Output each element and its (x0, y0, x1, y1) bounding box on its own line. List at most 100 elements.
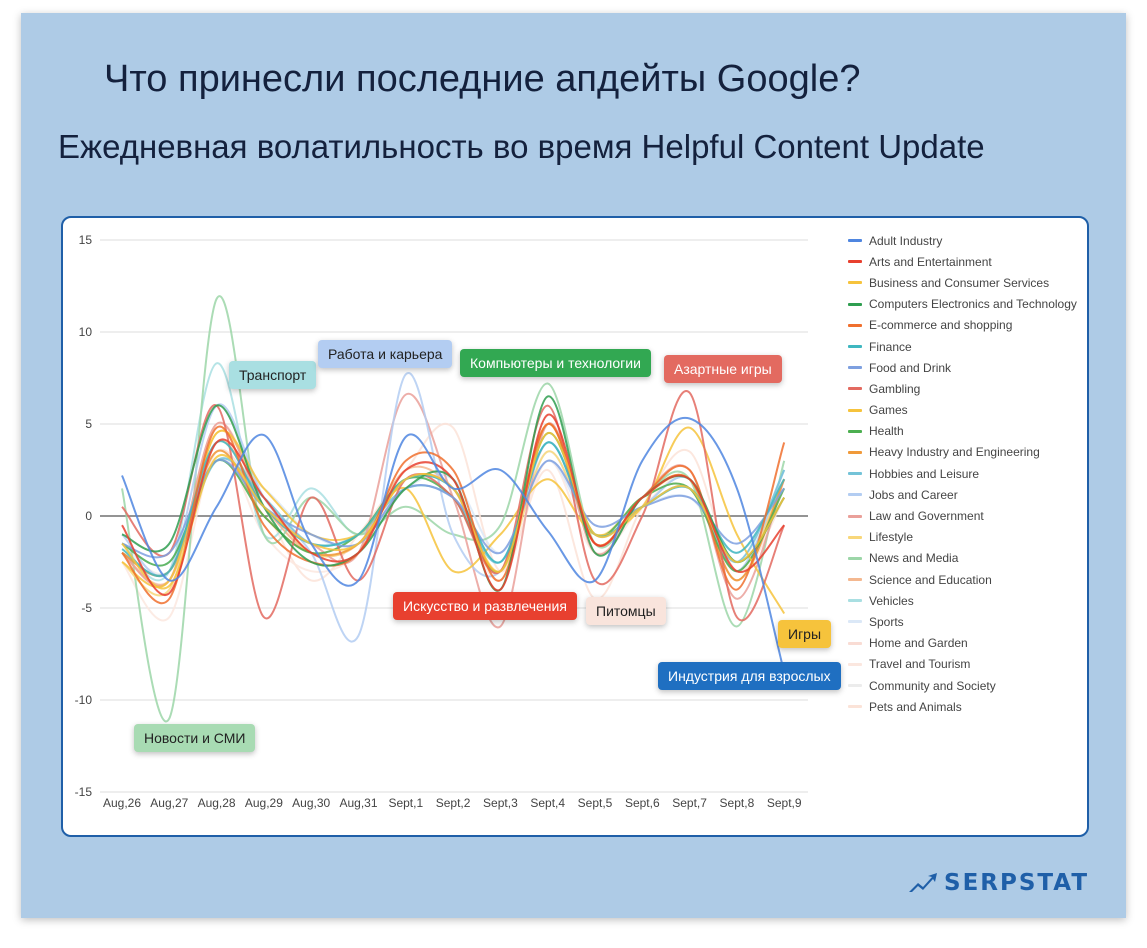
series-line-food-and-drink (121, 458, 785, 559)
callout-games: Игры (778, 620, 832, 648)
legend-item-finance[interactable]: Finance (848, 336, 1077, 357)
chart-legend: Adult Industry Arts and Entertainment Busi… (848, 230, 1077, 717)
callout-pets: Питомцы (586, 597, 666, 625)
legend-label: Travel and Tourism (869, 657, 971, 672)
legend-swatch (848, 450, 862, 454)
x-tick-label: Sept,8 (720, 796, 755, 810)
serpstat-logo-icon (909, 873, 937, 892)
series-line-news-and-media (121, 295, 786, 723)
legend-label: Jobs and Career (869, 487, 958, 502)
legend-swatch (848, 387, 862, 391)
legend-item-jobs-and-career[interactable]: Jobs and Career (848, 484, 1077, 505)
y-tick-label: 15 (79, 233, 93, 247)
legend-item-pets-and-animals[interactable]: Pets and Animals (848, 696, 1077, 717)
legend-item-vehicles[interactable]: Vehicles (848, 590, 1077, 611)
legend-item-home-and-garden[interactable]: Home and Garden (848, 633, 1077, 654)
legend-label: Home and Garden (869, 636, 968, 651)
legend-label: Science and Education (869, 572, 992, 587)
legend-swatch (848, 514, 862, 518)
legend-label: Law and Government (869, 509, 984, 524)
x-tick-label: Sept,4 (530, 796, 565, 810)
legend-item-news-and-media[interactable]: News and Media (848, 548, 1077, 569)
page-title: Что принесли последние апдейты Google? (104, 58, 861, 100)
series-line-arts-and-entertainment (121, 413, 785, 597)
legend-label: Sports (869, 614, 904, 629)
x-tick-label: Aug,28 (198, 796, 236, 810)
legend-item-games[interactable]: Games (848, 400, 1077, 421)
x-tick-label: Aug,31 (339, 796, 377, 810)
legend-label: Business and Consumer Services (869, 275, 1050, 290)
legend-swatch (848, 429, 862, 433)
series-line-computers-electronics-and-technology (121, 395, 786, 592)
series-line-adult-industry (121, 416, 786, 673)
legend-swatch (848, 260, 862, 264)
x-tick-label: Aug,26 (103, 796, 141, 810)
legend-swatch (848, 408, 862, 412)
legend-item-lifestyle[interactable]: Lifestyle (848, 527, 1077, 548)
legend-swatch (848, 705, 862, 709)
legend-item-hobbies-and-leisure[interactable]: Hobbies and Leisure (848, 463, 1077, 484)
series-line-gambling (121, 389, 786, 622)
legend-swatch (848, 641, 862, 645)
legend-item-business-and-consumer-services[interactable]: Business and Consumer Services (848, 272, 1077, 293)
y-tick-label: -10 (75, 693, 93, 707)
legend-swatch (848, 345, 862, 349)
legend-label: Heavy Industry and Engineering (869, 445, 1040, 460)
legend-swatch (848, 556, 862, 560)
legend-swatch (848, 472, 862, 476)
series-line-health (121, 432, 786, 574)
callout-news: Новости и СМИ (134, 724, 256, 752)
legend-label: Computers Electronics and Technology (869, 297, 1077, 312)
legend-item-sports[interactable]: Sports (848, 611, 1077, 632)
series-line-science-and-education (121, 423, 786, 587)
legend-label: Lifestyle (869, 530, 914, 545)
legend-label: Adult Industry (869, 233, 943, 248)
series-line-heavy-industry-and-engineering (121, 423, 786, 582)
x-tick-label: Sept,1 (388, 796, 423, 810)
callout-jobs: Работа и карьера (318, 340, 453, 368)
series-line-vehicles (121, 362, 786, 582)
legend-swatch (848, 535, 862, 539)
legend-label: News and Media (869, 551, 959, 566)
y-tick-label: 0 (85, 509, 92, 523)
y-tick-label: -5 (81, 601, 92, 615)
series-line-games (121, 426, 786, 615)
legend-item-travel-and-tourism[interactable]: Travel and Tourism (848, 654, 1077, 675)
legend-label: Vehicles (869, 593, 914, 608)
legend-swatch (848, 662, 862, 666)
legend-item-health[interactable]: Health (848, 421, 1077, 442)
legend-item-computers-electronics-and-technology[interactable]: Computers Electronics and Technology (848, 294, 1077, 315)
series-line-jobs-and-career (121, 372, 786, 643)
callout-transport: Транспорт (229, 361, 317, 389)
x-tick-label: Aug,30 (292, 796, 330, 810)
y-tick-label: 10 (79, 325, 93, 339)
legend-label: Arts and Entertainment (869, 254, 992, 269)
legend-item-arts-and-entertainment[interactable]: Arts and Entertainment (848, 251, 1077, 272)
legend-item-law-and-government[interactable]: Law and Government (848, 505, 1077, 526)
legend-label: Games (869, 403, 908, 418)
legend-swatch (848, 684, 862, 688)
legend-label: E-commerce and shopping (869, 318, 1013, 333)
series-line-home-and-garden (121, 441, 786, 586)
legend-label: Community and Society (869, 678, 996, 693)
legend-item-e-commerce-and-shopping[interactable]: E-commerce and shopping (848, 315, 1077, 336)
legend-item-food-and-drink[interactable]: Food and Drink (848, 357, 1077, 378)
legend-label: Hobbies and Leisure (869, 466, 980, 481)
legend-swatch (848, 323, 862, 327)
legend-item-adult-industry[interactable]: Adult Industry (848, 230, 1077, 251)
legend-item-science-and-education[interactable]: Science and Education (848, 569, 1077, 590)
legend-swatch (848, 281, 862, 285)
chart-series-lines (121, 295, 786, 723)
legend-item-heavy-industry-and-engineering[interactable]: Heavy Industry and Engineering (848, 442, 1077, 463)
legend-item-community-and-society[interactable]: Community and Society (848, 675, 1077, 696)
series-line-hobbies-and-leisure (121, 441, 786, 577)
series-line-e-commerce-and-shopping (121, 422, 786, 605)
legend-item-gambling[interactable]: Gambling (848, 378, 1077, 399)
legend-swatch (848, 366, 862, 370)
serpstat-logo-text: SERPSTAT (944, 870, 1090, 896)
x-tick-label: Sept,5 (578, 796, 613, 810)
legend-swatch (848, 239, 862, 243)
callout-arts: Искусство и развлечения (393, 592, 577, 620)
x-tick-label: Sept,9 (767, 796, 802, 810)
